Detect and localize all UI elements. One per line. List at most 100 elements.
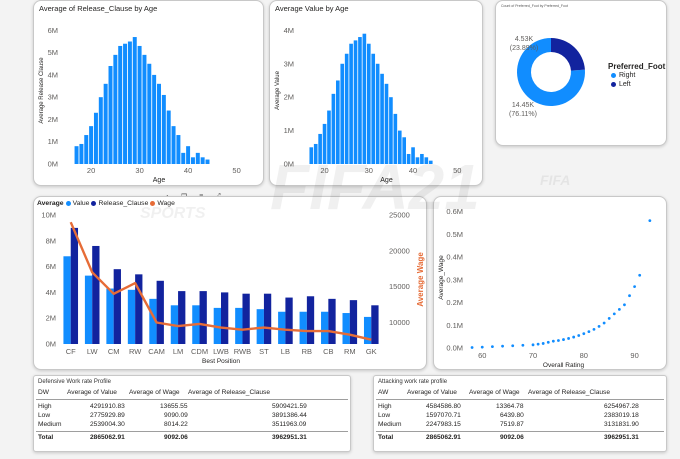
release-clause-bar bbox=[199, 291, 207, 344]
donut-legend-right[interactable]: Right bbox=[611, 72, 635, 79]
histogram-bar bbox=[406, 153, 411, 164]
cell: Low bbox=[378, 412, 391, 419]
release-clause-bar bbox=[306, 296, 315, 344]
y-axis-label: Average Release Clause bbox=[39, 57, 45, 124]
header-cell[interactable]: Average of Release_Clause bbox=[188, 389, 270, 396]
cell: Total bbox=[378, 434, 394, 441]
histogram-bar bbox=[89, 126, 94, 164]
legend-prefix: Average bbox=[37, 200, 64, 207]
left-dot-icon bbox=[611, 82, 616, 87]
histogram-bar bbox=[176, 135, 181, 164]
header-cell[interactable]: AW bbox=[378, 389, 389, 396]
defensive-table-card[interactable]: Defensive Work rate Profile DW Average o… bbox=[33, 375, 351, 452]
histogram-bar bbox=[375, 63, 380, 164]
donut-legend-title: Preferred_Foot bbox=[608, 62, 666, 71]
y-axis-label: Average_Wage bbox=[438, 255, 445, 300]
y-tick-label: 6M bbox=[48, 26, 58, 35]
histogram-bar bbox=[371, 53, 376, 164]
value-histogram: 0M 1M 2M 3M 4M 20 30 40 50 Age Average Value bbox=[275, 26, 461, 184]
x-tick-label: LW bbox=[87, 347, 99, 356]
scatter-point bbox=[597, 324, 601, 328]
histogram-bar bbox=[353, 40, 358, 164]
header-cell[interactable]: Average of Value bbox=[407, 389, 457, 396]
header-cell[interactable]: DW bbox=[38, 389, 49, 396]
histogram-bar bbox=[340, 63, 345, 164]
donut-legend-left[interactable]: Left bbox=[611, 81, 631, 88]
scatter-point bbox=[501, 344, 504, 348]
x-tick-label: ST bbox=[259, 347, 269, 356]
histogram-bar bbox=[411, 147, 415, 164]
combo-legend: Average Value Release_Clause Wage bbox=[37, 200, 175, 207]
scatter-point bbox=[470, 346, 474, 349]
scatter-point bbox=[602, 321, 606, 325]
attacking-table-card[interactable]: Attacking work rate profile AW Average o… bbox=[373, 375, 667, 452]
cell: 3511963.09 bbox=[272, 421, 307, 428]
position-combo-card[interactable]: Average Value Release_Clause Wage 0M 2M 4M… bbox=[33, 196, 427, 370]
legend-right-label: Right bbox=[619, 72, 636, 79]
y-tick-label: 4M bbox=[48, 70, 58, 79]
y-tick-label: 6M bbox=[46, 262, 56, 271]
x-tick-label: 90 bbox=[630, 351, 638, 360]
table-row: Medium 2247983.15 7519.87 3131831.90 bbox=[374, 421, 666, 430]
x-tick-label: RM bbox=[344, 347, 356, 356]
header-divider bbox=[36, 399, 348, 400]
x-tick-label: 20 bbox=[87, 166, 95, 175]
histogram-bar bbox=[205, 159, 210, 164]
release-clause-by-age-card[interactable]: Average of Release_Clause by Age 0M 1M 2M 3… bbox=[33, 0, 264, 186]
header-cell[interactable]: Average of Value bbox=[67, 389, 117, 396]
wage-line bbox=[69, 221, 372, 341]
cell: 2865062.91 bbox=[90, 434, 125, 441]
total-row: Total 2865062.91 9092.06 3962951.31 bbox=[34, 434, 350, 443]
histogram-bar bbox=[336, 80, 340, 164]
header-cell[interactable]: Average of Release_Clause bbox=[528, 389, 610, 396]
table-row: High 4584586.80 13364.78 6254967.28 bbox=[374, 403, 666, 412]
histogram-bar bbox=[103, 83, 108, 164]
x-tick-label: 30 bbox=[135, 166, 143, 175]
histogram-bar bbox=[344, 53, 349, 164]
cell: 9092.06 bbox=[500, 434, 524, 441]
donut-right-value: 14.45K bbox=[512, 102, 535, 109]
preferred-foot-donut: 4.53K (23.89%) 14.45K (76.11%) bbox=[509, 36, 585, 118]
header-cell[interactable]: Average of Wage bbox=[469, 389, 520, 396]
x-tick-label: 80 bbox=[580, 351, 588, 360]
histogram-bar bbox=[108, 66, 113, 164]
histogram-bar bbox=[389, 97, 393, 164]
histogram-bar bbox=[313, 143, 318, 164]
y-tick-label: 0.3M bbox=[446, 275, 463, 284]
position-combo-chart: 0M 2M 4M 6M 8M 10M 10000 15000 20000 25000 CF LW CM R… bbox=[41, 211, 425, 366]
donut-left-pct: (23.89%) bbox=[510, 45, 538, 52]
cell: 3962951.31 bbox=[604, 434, 639, 441]
cell: 2383019.18 bbox=[604, 412, 639, 419]
wage-rating-scatter-card[interactable]: 0.0M 0.1M 0.2M 0.3M 0.4M 0.5M 0.6M 60 70 80 90 Over… bbox=[433, 196, 667, 370]
preferred-foot-card[interactable]: Count of Preferred_Foot by Preferred_Foo… bbox=[495, 0, 667, 146]
histogram-bar bbox=[349, 43, 353, 164]
histogram-bar bbox=[415, 157, 420, 164]
y-tick-label: 2M bbox=[48, 115, 58, 124]
y-tick-label: 1M bbox=[284, 126, 294, 135]
scatter-point bbox=[567, 337, 570, 340]
donut-left-value: 4.53K bbox=[515, 36, 534, 43]
cell: High bbox=[378, 403, 392, 410]
y-axis-label: Average Value bbox=[275, 70, 281, 109]
y-tick-label: 0.6M bbox=[446, 207, 463, 216]
scatter-point bbox=[587, 330, 591, 334]
histogram-bar bbox=[161, 94, 166, 164]
header-cell[interactable]: Average of Wage bbox=[129, 389, 180, 396]
y-tick-label: 0M bbox=[284, 160, 294, 169]
scatter-point bbox=[582, 332, 586, 336]
y-tick-label: 0.5M bbox=[446, 230, 463, 239]
donut-slice bbox=[551, 38, 585, 71]
scatter-point bbox=[572, 335, 576, 339]
value-bar bbox=[127, 289, 136, 344]
attacking-table-title: Attacking work rate profile bbox=[378, 379, 448, 385]
y-tick-label: 4M bbox=[284, 26, 294, 35]
scatter-point bbox=[557, 339, 560, 342]
legend-wage[interactable]: Wage bbox=[157, 200, 175, 207]
histogram-bar bbox=[200, 157, 205, 164]
value-by-age-card[interactable]: Average Value by Age 0M 1M 2M 3M 4M 20 30 40 50 A… bbox=[269, 0, 483, 186]
cell: 9092.06 bbox=[164, 434, 188, 441]
legend-release[interactable]: Release_Clause bbox=[98, 200, 149, 207]
cell: 8014.22 bbox=[164, 421, 188, 428]
legend-value[interactable]: Value bbox=[72, 200, 90, 207]
scatter-point bbox=[480, 345, 484, 349]
